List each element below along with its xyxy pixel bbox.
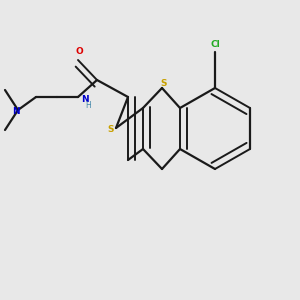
Text: N: N [12, 107, 20, 116]
Text: S: S [161, 80, 167, 88]
Text: H: H [85, 101, 91, 110]
Text: Cl: Cl [210, 40, 220, 49]
Text: N: N [81, 94, 88, 103]
Text: S: S [108, 125, 114, 134]
Text: O: O [75, 47, 83, 56]
